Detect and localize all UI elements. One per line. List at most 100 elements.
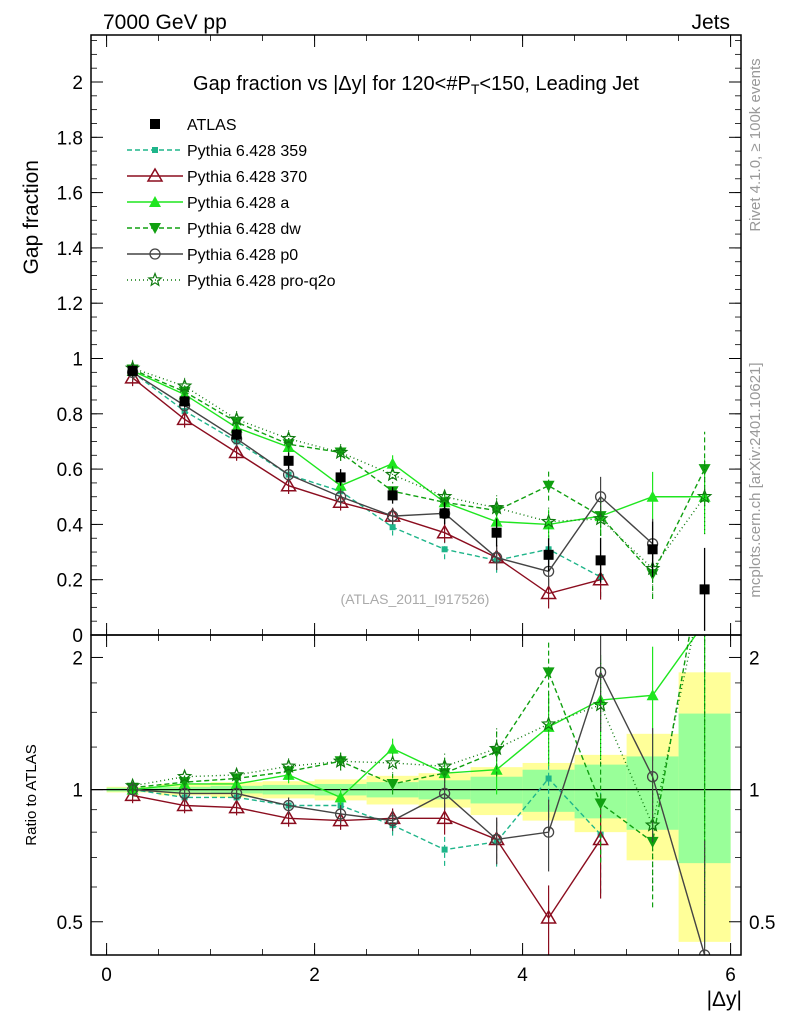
series-p0-point <box>490 551 503 564</box>
chart-title-t: T <box>471 81 480 97</box>
series-a-line <box>132 370 705 526</box>
legend-marker <box>149 196 161 207</box>
axes: 00.20.40.60.811.21.41.61.820 2 4 60.5 0.51 12… <box>57 35 775 986</box>
x-tick-label: 0 <box>101 965 112 986</box>
ratio-pro-q2o-point <box>540 715 557 731</box>
chart-title-post: <150, Leading Jet <box>479 73 639 95</box>
series-370-line <box>132 377 601 595</box>
legend-label: Pythia 6.428 dw <box>187 221 301 238</box>
atlas-data-point <box>283 455 294 466</box>
y-tick-label: 0.8 <box>57 405 83 426</box>
atlas-data-point <box>179 396 190 407</box>
chart-title: Gap fraction vs |Δy| for 120<#PT<150, Le… <box>193 73 639 97</box>
series-pro-q2o-point <box>280 430 297 446</box>
atlas-data-point <box>699 584 710 595</box>
ratio-pro-q2o-point <box>124 777 141 793</box>
ratio-370-line <box>132 794 602 920</box>
ratio-tick-label: 0.5 <box>57 913 83 934</box>
legend-label: Pythia 6.428 a <box>187 195 289 212</box>
legend-marker <box>149 223 161 234</box>
ratio-370-point <box>228 799 245 814</box>
chart-title-p: P <box>457 73 470 95</box>
ratio-p0-point <box>542 826 555 838</box>
series-pro-q2o-point <box>332 444 349 460</box>
chart-title-pre: Gap fraction vs |Δy| for 120<# <box>193 73 458 95</box>
y-axis-title: Gap fraction <box>20 160 43 274</box>
ratio-pro-q2o-point <box>176 768 193 784</box>
legend-marker <box>149 248 161 260</box>
series-pro-q2o-point <box>228 411 245 426</box>
y-tick-label: 0.4 <box>57 515 84 536</box>
ratio-dw-point <box>542 667 555 679</box>
watermark-label: (ATLAS_2011_I917526) <box>341 591 490 607</box>
y-tick-label: 1 <box>72 350 83 371</box>
ratio-370-point <box>280 809 297 825</box>
ratio-pro-q2o-point <box>384 754 401 770</box>
atlas-data-point <box>439 508 450 519</box>
series-pro-q2o-point <box>384 466 401 482</box>
ratio-y-axis-title: Ratio to ATLAS <box>23 744 40 845</box>
series-pro-q2o-point <box>540 513 557 529</box>
x-tick-label: 6 <box>725 965 736 986</box>
ratio-tick-label-right: 1 <box>749 781 760 802</box>
series-pro-q2o-point <box>176 378 193 393</box>
ratio-p0-point <box>438 787 451 800</box>
series-370-point <box>228 444 245 459</box>
legend-label: Pythia 6.428 359 <box>187 143 307 160</box>
ratio-p0-point <box>698 949 711 955</box>
atlas-data-point <box>595 555 606 566</box>
ratio-pro-q2o-line <box>132 635 694 828</box>
mcplots-label: mcplots.cern.ch [arXiv:2401.10621] <box>747 362 764 597</box>
series-359-point <box>441 546 448 553</box>
ratio-370-point <box>540 909 557 924</box>
ratio-p0-point <box>490 833 503 846</box>
ratio-tick-label-right: 2 <box>749 648 760 669</box>
series-p0-point <box>386 510 399 522</box>
rivet-version-label: Rivet 4.1.0, ≥ 100k events <box>747 58 764 231</box>
ratio-tick-label-right: 0.5 <box>749 913 775 934</box>
ratio-frame <box>90 634 742 956</box>
ratio-tick-label: 2 <box>72 648 83 669</box>
atlas-data-point <box>127 365 138 376</box>
y-tick-label: 1.8 <box>57 128 83 149</box>
series-dw-point <box>334 447 347 459</box>
atlas-data-point <box>335 472 346 483</box>
series-pro-q2o-point <box>592 510 609 526</box>
ratio-a-point <box>646 689 659 701</box>
y-tick-label: 0.2 <box>57 571 83 592</box>
ratio-370-point <box>332 812 349 827</box>
atlas-data-point <box>491 527 502 538</box>
y-tick-label: 1.6 <box>57 184 83 205</box>
legend-marker <box>152 147 158 153</box>
series-pro-q2o-point <box>696 488 713 504</box>
ratio-a-point <box>386 742 399 754</box>
ratio-panel <box>91 635 741 955</box>
legend-label: Pythia 6.428 p0 <box>187 247 298 264</box>
x-tick-label: 4 <box>517 965 528 986</box>
ratio-p0-point <box>230 787 243 800</box>
y-tick-label: 0.6 <box>57 460 83 481</box>
series-p0-line <box>132 371 654 573</box>
ratio-359-point <box>545 775 552 782</box>
ratio-pro-q2o-point <box>280 758 297 773</box>
series-a-point <box>386 457 399 469</box>
series-370-point <box>280 477 297 492</box>
atlas-data-point <box>231 429 242 440</box>
ratio-pro-q2o-point <box>488 740 505 756</box>
ratio-359-line <box>132 777 602 851</box>
ratio-dw-point <box>594 798 607 810</box>
ratio-p0-point <box>126 783 139 796</box>
x-tick-label: 2 <box>309 965 320 986</box>
ratio-pro-q2o-point <box>332 753 349 768</box>
ratio-tick-label: 1 <box>72 781 83 802</box>
ratio-pro-q2o-point <box>436 758 453 773</box>
legend-marker <box>150 119 160 129</box>
atlas-data-point <box>543 549 554 560</box>
ratio-370-point <box>176 797 193 812</box>
legend-label: Pythia 6.428 pro-q2o <box>187 273 336 290</box>
legend-marker <box>147 271 163 287</box>
legend-label: ATLAS <box>187 117 237 134</box>
ratio-p0-point <box>334 808 347 820</box>
